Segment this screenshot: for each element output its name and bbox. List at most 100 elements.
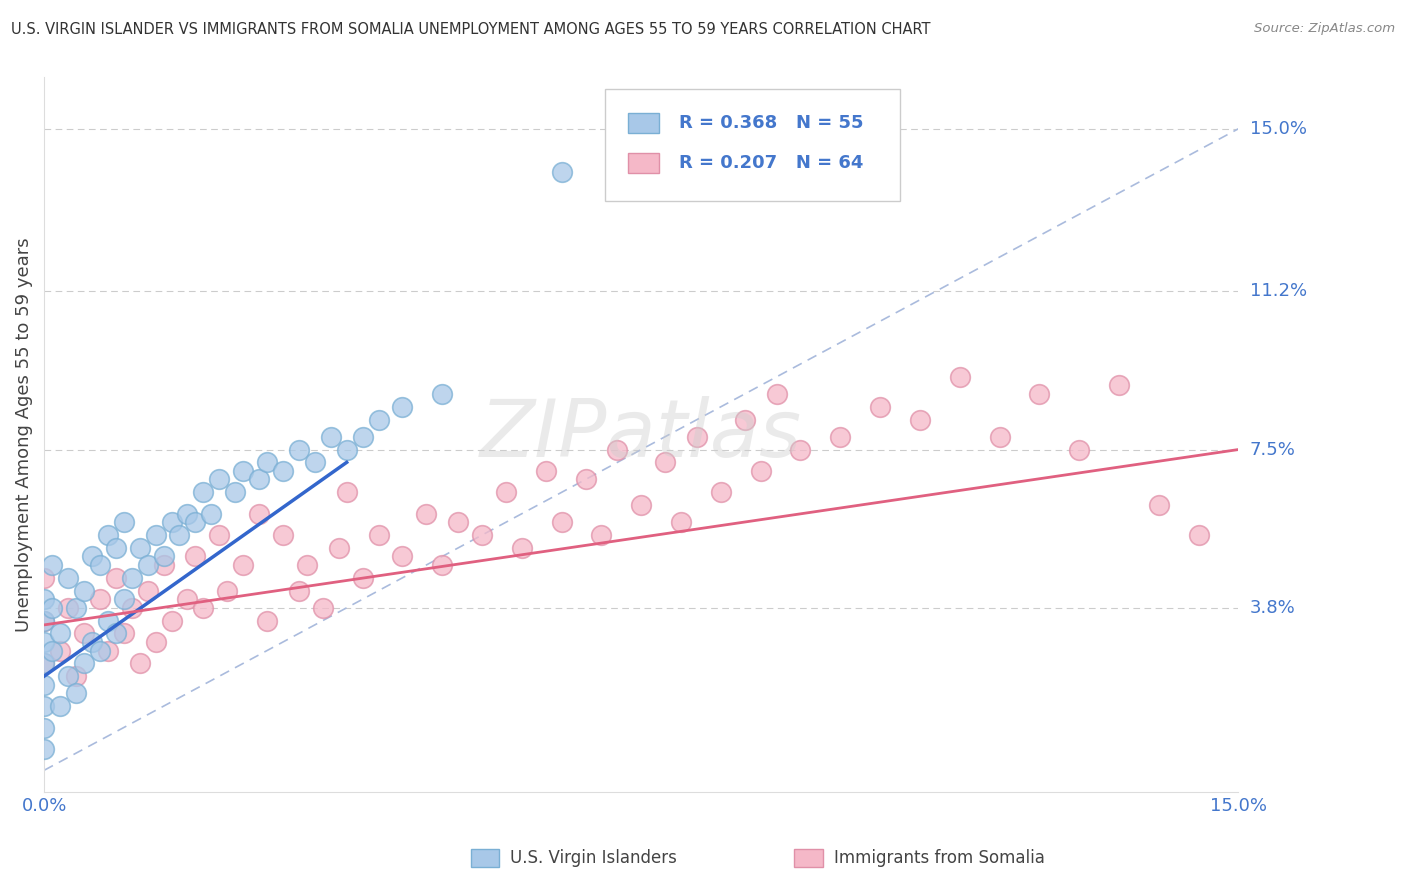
Point — [97, 614, 120, 628]
Point — [734, 412, 756, 426]
Point — [136, 583, 159, 598]
Point — [550, 164, 572, 178]
Point — [32, 614, 55, 628]
Text: U.S. Virgin Islanders: U.S. Virgin Islanders — [510, 849, 678, 867]
Point — [152, 549, 174, 564]
Point — [908, 412, 931, 426]
Point — [1147, 498, 1170, 512]
Point — [32, 742, 55, 756]
Point — [288, 442, 311, 457]
Point — [112, 592, 135, 607]
Point — [65, 600, 87, 615]
Point — [495, 485, 517, 500]
Point — [336, 485, 359, 500]
Point — [49, 626, 72, 640]
Text: R = 0.368   N = 55: R = 0.368 N = 55 — [679, 114, 863, 132]
Point — [32, 614, 55, 628]
Text: ZIPatlas: ZIPatlas — [481, 395, 803, 474]
Point — [112, 626, 135, 640]
Point — [591, 528, 613, 542]
Text: Source: ZipAtlas.com: Source: ZipAtlas.com — [1254, 22, 1395, 36]
Point — [391, 549, 413, 564]
Point — [73, 583, 96, 598]
Point — [41, 600, 63, 615]
Point — [32, 699, 55, 714]
Point — [869, 400, 891, 414]
Point — [271, 528, 294, 542]
Point — [65, 669, 87, 683]
Point — [988, 430, 1011, 444]
Point — [89, 592, 111, 607]
Point — [789, 442, 811, 457]
Point — [328, 541, 350, 555]
Point — [184, 549, 207, 564]
Point — [193, 485, 215, 500]
Point — [654, 455, 676, 469]
Point — [65, 686, 87, 700]
Point — [56, 600, 79, 615]
Point — [80, 549, 103, 564]
Point — [80, 635, 103, 649]
Point — [352, 571, 374, 585]
Point — [56, 571, 79, 585]
Point — [471, 528, 494, 542]
Point — [104, 541, 127, 555]
Point — [89, 643, 111, 657]
Text: U.S. VIRGIN ISLANDER VS IMMIGRANTS FROM SOMALIA UNEMPLOYMENT AMONG AGES 55 TO 59: U.S. VIRGIN ISLANDER VS IMMIGRANTS FROM … — [11, 22, 931, 37]
Point — [432, 558, 454, 572]
Point — [32, 635, 55, 649]
Point — [232, 464, 254, 478]
Point — [367, 528, 389, 542]
Point — [352, 430, 374, 444]
Point — [247, 507, 270, 521]
Point — [121, 600, 143, 615]
Point — [41, 643, 63, 657]
Point — [765, 387, 787, 401]
Point — [1028, 387, 1050, 401]
Point — [73, 626, 96, 640]
Point — [710, 485, 733, 500]
Point — [32, 657, 55, 671]
Point — [200, 507, 222, 521]
Point — [256, 614, 278, 628]
Point — [1187, 528, 1209, 542]
Point — [574, 473, 596, 487]
Point — [534, 464, 557, 478]
Text: 7.5%: 7.5% — [1250, 441, 1295, 458]
Point — [830, 430, 852, 444]
Point — [32, 678, 55, 692]
Point — [128, 657, 150, 671]
Point — [415, 507, 437, 521]
Point — [32, 571, 55, 585]
Point — [550, 515, 572, 529]
Point — [247, 473, 270, 487]
Point — [1108, 378, 1130, 392]
Point — [336, 442, 359, 457]
Point — [208, 528, 231, 542]
Point — [49, 643, 72, 657]
Point — [32, 721, 55, 735]
Point — [271, 464, 294, 478]
Point — [160, 515, 183, 529]
Point — [949, 369, 972, 384]
Text: 3.8%: 3.8% — [1250, 599, 1295, 616]
Point — [49, 699, 72, 714]
Point — [112, 515, 135, 529]
Point — [217, 583, 239, 598]
Point — [288, 583, 311, 598]
Point — [208, 473, 231, 487]
Point — [432, 387, 454, 401]
Text: 11.2%: 11.2% — [1250, 282, 1306, 301]
Point — [104, 571, 127, 585]
Point — [128, 541, 150, 555]
Point — [510, 541, 533, 555]
Point — [184, 515, 207, 529]
Point — [304, 455, 326, 469]
Point — [145, 635, 167, 649]
Point — [749, 464, 772, 478]
Point — [447, 515, 470, 529]
Point — [73, 657, 96, 671]
Point — [669, 515, 692, 529]
Point — [312, 600, 335, 615]
Point — [89, 558, 111, 572]
